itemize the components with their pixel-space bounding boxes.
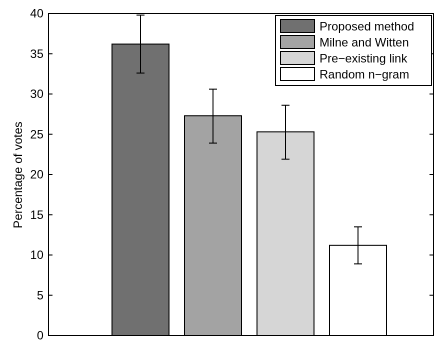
error-bars-group — [136, 14, 362, 265]
y-tick-label: 0 — [37, 329, 44, 341]
y-tick-label: 5 — [37, 288, 44, 302]
y-tick-label: 30 — [30, 87, 44, 101]
legend-label-3: Pre−existing link — [320, 52, 409, 66]
y-axis-label: Percentage of votes — [11, 122, 25, 229]
legend-swatch-4 — [280, 67, 315, 81]
y-tick-label: 10 — [30, 248, 44, 262]
y-tick-label: 20 — [30, 168, 44, 182]
bar-1 — [111, 43, 170, 337]
legend: Proposed method Milne and Witten Pre−exist… — [275, 15, 432, 86]
bars-group — [111, 43, 387, 337]
y-tick-label: 35 — [30, 47, 44, 61]
legend-swatch-3 — [280, 51, 315, 65]
legend-swatch-2 — [280, 35, 315, 49]
plot-frame — [48, 13, 434, 336]
bar-3 — [256, 131, 315, 336]
y-tick-label: 40 — [30, 7, 44, 21]
legend-label-1: Proposed method — [320, 20, 415, 34]
bar-2 — [184, 115, 242, 336]
y-tick-label: 25 — [30, 127, 44, 141]
y-axis: 0 5 10 15 20 25 30 35 40 — [30, 7, 434, 341]
legend-swatch-1 — [280, 19, 315, 33]
legend-label-2: Milne and Witten — [320, 36, 409, 50]
y-tick-label: 15 — [30, 208, 44, 222]
legend-label-4: Random n−gram — [320, 68, 410, 82]
